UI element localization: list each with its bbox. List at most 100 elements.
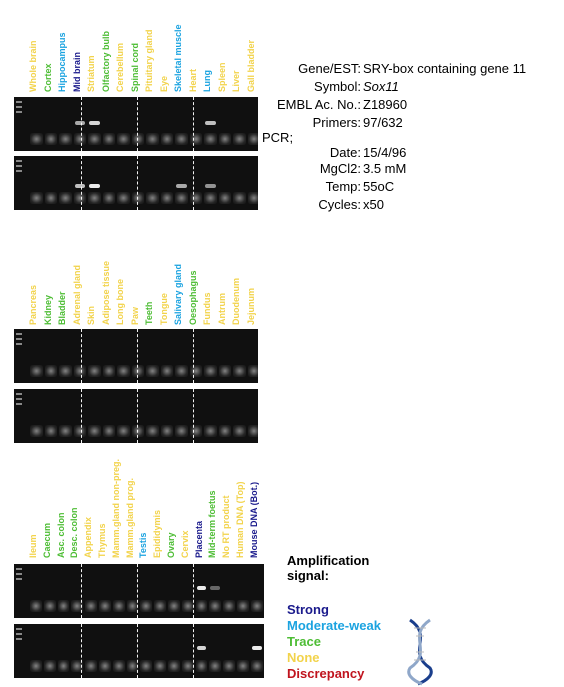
primer-band xyxy=(85,600,97,612)
primer-band xyxy=(237,660,249,672)
primer-band xyxy=(30,600,42,612)
product-band xyxy=(89,184,100,188)
lane-label: Hippocampus xyxy=(57,32,67,92)
lane-divider xyxy=(81,329,82,383)
primer-band xyxy=(30,133,43,145)
ladder-mark xyxy=(16,578,22,580)
primer-band xyxy=(112,600,125,612)
ladder-mark xyxy=(16,568,22,570)
info-key: Symbol: xyxy=(314,79,361,94)
ladder-mark xyxy=(16,106,22,108)
lane-label: Testis xyxy=(138,532,149,558)
primer-band xyxy=(189,133,202,145)
lane-label: Adrenal gland xyxy=(71,264,82,325)
primer-band xyxy=(112,660,125,672)
primer-band xyxy=(168,600,180,612)
ladder-mark xyxy=(16,393,22,395)
lane-label: Whole brain xyxy=(28,40,38,93)
lane-label: Pituitary gland xyxy=(144,29,154,92)
primer-band xyxy=(140,600,153,612)
primer-band xyxy=(209,600,222,612)
product-band xyxy=(210,586,221,590)
lane-divider xyxy=(137,97,138,151)
primer-band xyxy=(117,365,130,377)
lane-label: Antrum xyxy=(216,293,227,325)
lane-divider xyxy=(193,329,194,383)
lane-label: Skeletal muscle xyxy=(173,24,183,92)
lane-label: Tongue xyxy=(158,293,169,325)
primer-band xyxy=(73,425,86,437)
info-key: PCR; xyxy=(262,130,294,145)
lane-label: Adipose tissue xyxy=(100,260,111,325)
lane-label: Olfactory bulb xyxy=(100,30,111,92)
primer-band xyxy=(44,192,57,204)
primer-band xyxy=(88,133,101,145)
lane-label: Mamm.gland prog. xyxy=(124,477,135,558)
primer-band xyxy=(168,660,180,672)
lane-label: Ileum xyxy=(28,534,38,558)
primer-band xyxy=(59,133,72,145)
lane-label: Spinal cord xyxy=(129,42,140,92)
lane-label: Desc. colon xyxy=(69,507,80,558)
primer-band xyxy=(204,133,217,145)
lane-label: Asc. colon xyxy=(55,512,66,558)
primer-band xyxy=(59,425,72,437)
primer-band xyxy=(175,133,188,145)
lane-label: Epididymis xyxy=(152,509,163,558)
primer-band xyxy=(189,365,202,377)
lane-label: Liver xyxy=(231,70,241,92)
info-value: SRY-box containing gene 11 xyxy=(363,61,527,76)
primer-band xyxy=(102,192,115,204)
info-value: 97/632 xyxy=(363,115,403,130)
lane-divider xyxy=(137,329,138,383)
info-key: Temp: xyxy=(325,179,361,194)
primer-band xyxy=(218,133,231,145)
primer-band xyxy=(140,660,153,672)
lane-label: Mamm.gland non-preg. xyxy=(110,459,121,558)
primer-band xyxy=(175,192,188,204)
primer-band xyxy=(204,365,217,377)
lane-label: Pancreas xyxy=(28,284,38,325)
lane-label: Cerebellum xyxy=(115,42,125,92)
lane-label: Lung xyxy=(202,70,212,92)
primer-band xyxy=(181,600,194,612)
ladder-mark xyxy=(16,403,22,405)
lane-label: Jejunum xyxy=(245,287,256,325)
lane-divider xyxy=(137,564,138,618)
lane-label: Fundus xyxy=(202,292,212,326)
info-value: 15/4/96 xyxy=(363,145,407,160)
lane-divider xyxy=(81,97,82,151)
lane-label: Teeth xyxy=(144,301,154,325)
primer-band xyxy=(117,133,130,145)
info-value: x50 xyxy=(363,197,384,212)
primer-band xyxy=(204,425,217,437)
lane-label: Mid-term foetus xyxy=(207,490,218,559)
gel-image xyxy=(14,156,258,210)
primer-band xyxy=(160,425,173,437)
lane-label: Oesophagus xyxy=(187,270,198,325)
lane-label: Long bone xyxy=(115,279,125,325)
primer-band xyxy=(233,192,246,204)
primer-band xyxy=(175,365,188,377)
primer-band xyxy=(126,660,139,672)
product-band xyxy=(251,646,262,650)
legend-item: Strong xyxy=(287,602,329,617)
lane-label: Human DNA (Top) xyxy=(235,481,245,559)
primer-band xyxy=(223,660,235,672)
primer-band xyxy=(195,660,208,672)
lane-label: Ovary xyxy=(166,532,176,558)
lane-label: Mouse DNA (Bot.) xyxy=(248,481,259,558)
lane-divider xyxy=(81,564,82,618)
primer-band xyxy=(175,425,188,437)
primer-band xyxy=(146,192,159,204)
primer-band xyxy=(88,365,101,377)
primer-band xyxy=(71,660,84,672)
lane-label: Striatum xyxy=(86,55,96,92)
lane-label: Paw xyxy=(129,306,140,325)
product-band xyxy=(74,121,85,125)
legend-item: Trace xyxy=(287,634,321,649)
primer-band xyxy=(30,192,43,204)
primer-band xyxy=(233,133,246,145)
lane-label: Duodenum xyxy=(231,278,241,325)
ladder-mark xyxy=(16,633,22,635)
